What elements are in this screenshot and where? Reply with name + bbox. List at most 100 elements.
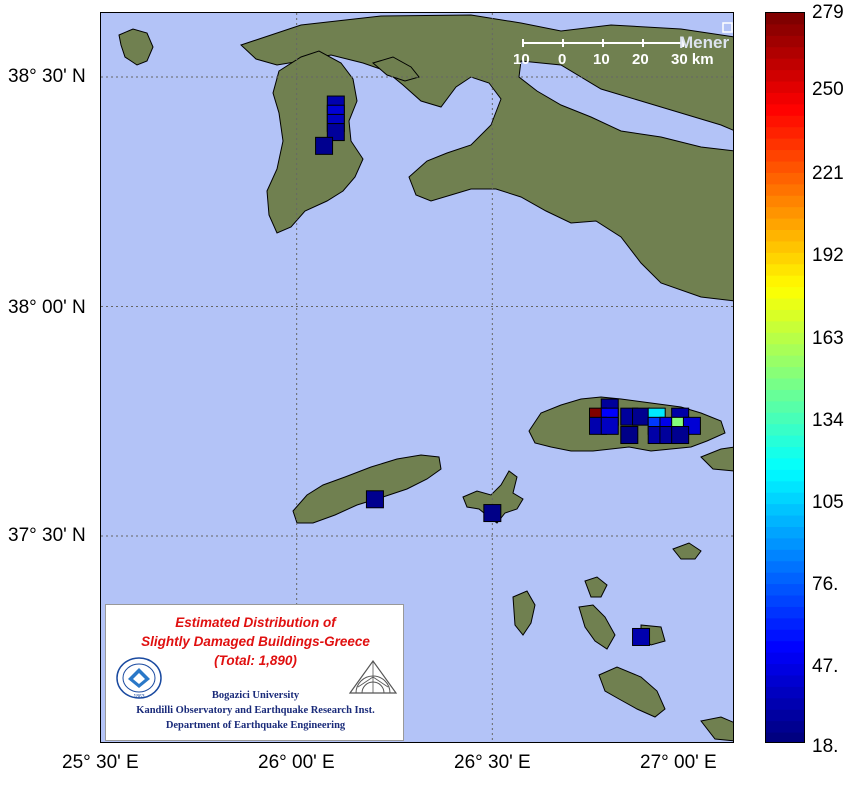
- scale-marker-box: [722, 22, 733, 33]
- colorbar-gradient: [766, 13, 804, 742]
- colorbar-step: [766, 127, 804, 140]
- institution-line: Bogazici University: [211, 690, 300, 701]
- colorbar-tick-label: 76.: [812, 574, 839, 595]
- colorbar-step: [766, 698, 804, 711]
- scale-tick-label: 0: [558, 51, 567, 68]
- colorbar-step: [766, 275, 804, 289]
- scale-tick-label: 20: [632, 51, 649, 68]
- colorbar-step: [766, 424, 804, 437]
- colorbar-step: [766, 287, 804, 300]
- colorbar-step: [766, 515, 804, 528]
- colorbar-tick-label: 163: [812, 328, 844, 349]
- damage-cells-layer: [315, 95, 701, 646]
- colorbar-step: [766, 58, 804, 72]
- colorbar-step: [766, 721, 804, 734]
- longitude-label: 26° 30' E: [454, 752, 531, 773]
- colorbar-step: [766, 606, 804, 620]
- colorbar-tick-label: 105: [812, 492, 844, 513]
- colorbar-step: [766, 309, 804, 323]
- latitude-label: 38° 30' N: [8, 66, 86, 87]
- scale-tick-label: 10: [513, 51, 530, 68]
- damage-cell[interactable]: [483, 504, 502, 523]
- colorbar-step: [766, 230, 804, 243]
- colorbar-step: [766, 469, 804, 483]
- colorbar-step: [766, 115, 804, 129]
- colorbar-step: [766, 184, 804, 197]
- colorbar-step: [766, 24, 804, 37]
- colorbar-step: [766, 13, 804, 26]
- colorbar-step: [766, 138, 804, 152]
- colorbar-step: [766, 572, 804, 586]
- university-logo: 1863: [116, 657, 162, 700]
- colorbar-step: [766, 70, 804, 83]
- legend-title-line: Slightly Damaged Buildings-Greece: [141, 634, 370, 649]
- colorbar-step: [766, 35, 804, 49]
- colorbar-step: [766, 207, 804, 220]
- colorbar-step: [766, 218, 804, 232]
- colorbar-step: [766, 595, 804, 608]
- bay-water: [518, 60, 733, 152]
- leros-island: [578, 604, 616, 650]
- psara-island: [118, 28, 154, 66]
- damage-cell[interactable]: [632, 627, 651, 646]
- scale-bar: [522, 22, 733, 47]
- ikaria-island: [292, 454, 442, 524]
- colorbar-tick-label: 250: [812, 79, 844, 100]
- damage-cell[interactable]: [326, 123, 345, 142]
- colorbar-step: [766, 641, 804, 654]
- latitude-label: 37° 30' N: [8, 525, 86, 546]
- chios-island: [266, 50, 364, 234]
- colorbar-step: [766, 504, 804, 517]
- colorbar-step: [766, 161, 804, 174]
- colorbar-step: [766, 526, 804, 540]
- damage-cell[interactable]: [365, 490, 384, 509]
- scale-tick-label: 30 km: [671, 51, 714, 68]
- colorbar-step: [766, 686, 804, 700]
- colorbar-step: [766, 447, 804, 460]
- institution-line: Department of Earthquake Engineering: [165, 720, 346, 731]
- damage-cell[interactable]: [315, 136, 334, 155]
- scale-tick-label: 10: [593, 51, 610, 68]
- colorbar-step: [766, 321, 804, 334]
- colorbar-step: [766, 355, 804, 369]
- damage-cell[interactable]: [620, 426, 639, 445]
- place-label: Mener: [679, 33, 730, 52]
- small-island-farsouth: [700, 716, 733, 742]
- colorbar-tick-label: 279: [812, 2, 844, 23]
- legend-title-line: (Total: 1,890): [214, 653, 297, 668]
- colorbar-step: [766, 538, 804, 551]
- lipsi-island: [512, 590, 536, 636]
- damage-cell[interactable]: [600, 416, 619, 435]
- land-layer: [118, 14, 733, 742]
- colorbar-step: [766, 664, 804, 677]
- latitude-label: 38° 00' N: [8, 297, 86, 318]
- colorbar-step: [766, 561, 804, 574]
- colorbar-tick-label: 47.: [812, 656, 839, 677]
- colorbar-step: [766, 652, 804, 666]
- colorbar-step: [766, 378, 804, 391]
- legend-box: Estimated Distribution of Slightly Damag…: [105, 604, 404, 741]
- colorbar-step: [766, 412, 804, 426]
- colorbar-step: [766, 549, 804, 563]
- institution-line: Kandilli Observatory and Earthquake Rese…: [136, 705, 375, 716]
- damage-cell[interactable]: [671, 426, 690, 445]
- graticule: [101, 13, 733, 742]
- map-canvas[interactable]: [101, 13, 734, 743]
- colorbar-step: [766, 104, 804, 117]
- colorbar-step: [766, 367, 804, 380]
- oinousses-island: [371, 56, 420, 82]
- colorbar-step: [766, 195, 804, 209]
- colorbar-step: [766, 264, 804, 277]
- colorbar-step: [766, 481, 804, 494]
- mainland-coast: [240, 14, 733, 302]
- fournoi-islands: [462, 470, 524, 524]
- colorbar-step: [766, 584, 804, 597]
- colorbar-step: [766, 675, 804, 688]
- colorbar-step: [766, 47, 804, 60]
- colorbar-step: [766, 435, 804, 449]
- colorbar-step: [766, 492, 804, 506]
- colorbar-tick-label: 18.: [812, 736, 839, 757]
- peninsula-south: [700, 446, 733, 472]
- damage-cell[interactable]: [632, 407, 651, 426]
- colorbar-step: [766, 344, 804, 357]
